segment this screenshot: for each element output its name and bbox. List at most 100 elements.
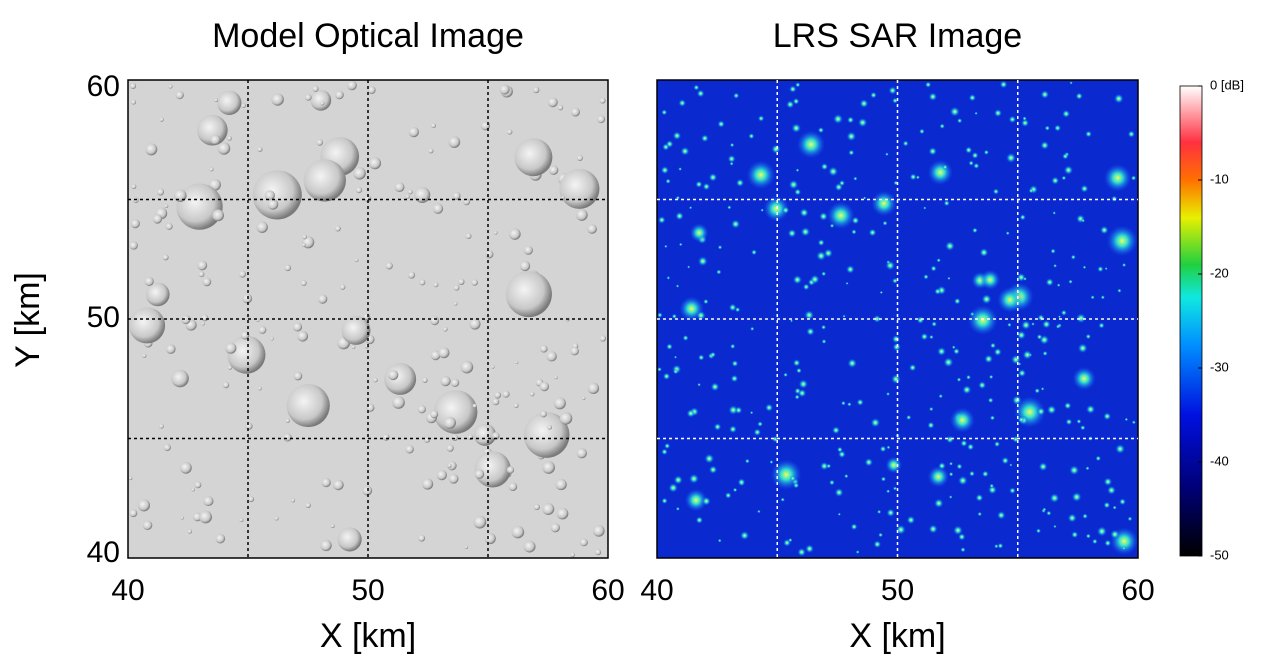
crater-texture (595, 549, 601, 555)
scatter-texture (847, 132, 857, 142)
scatter-texture (984, 355, 993, 364)
scatter-texture (728, 155, 736, 163)
scatter-texture (946, 436, 954, 444)
scatter-texture (972, 152, 979, 159)
crater-texture (305, 503, 310, 508)
crater-texture (131, 184, 136, 189)
scatter-texture (1080, 425, 1085, 430)
crater-texture (461, 361, 474, 374)
crater-texture (559, 169, 599, 209)
scatter-texture (1104, 478, 1112, 486)
scatter-texture (1128, 516, 1133, 521)
crater-texture (418, 535, 425, 542)
scatter-texture (923, 206, 926, 209)
scatter-texture (796, 368, 802, 374)
scatter-texture (1041, 141, 1049, 149)
scatter-texture (966, 375, 971, 380)
crater-texture (225, 343, 236, 354)
scatter-texture (709, 173, 717, 181)
scatter-texture (871, 191, 896, 216)
scatter-texture (702, 497, 711, 506)
scatter-texture (1029, 188, 1034, 193)
crater-texture (163, 254, 169, 260)
crater-texture (408, 272, 415, 279)
crater-texture (168, 85, 172, 89)
scatter-texture (805, 544, 814, 553)
crater-texture (494, 231, 497, 234)
scatter-texture (886, 392, 890, 396)
scatter-texture (666, 343, 673, 350)
scatter-texture (945, 241, 955, 251)
crater-texture (320, 540, 331, 551)
scatter-texture (967, 443, 974, 450)
crater-texture (597, 115, 605, 123)
scatter-texture (687, 409, 695, 417)
scatter-texture (810, 275, 819, 284)
y-tick-label: 60 (87, 70, 120, 103)
crater-texture (240, 518, 244, 522)
scatter-texture (1058, 315, 1061, 318)
scatter-texture (882, 221, 887, 226)
scatter-texture (972, 228, 978, 234)
crater-texture (571, 108, 580, 117)
scatter-texture (796, 168, 800, 172)
scatter-texture (1047, 405, 1056, 414)
scatter-texture (1046, 511, 1051, 516)
crater-texture (142, 354, 146, 358)
scatter-texture (806, 327, 814, 335)
crater-texture (434, 390, 478, 434)
scatter-texture (662, 143, 669, 150)
scatter-texture (663, 373, 670, 380)
scatter-texture (797, 130, 825, 158)
crater-texture (475, 469, 485, 479)
scatter-texture (800, 208, 809, 217)
scatter-texture (1082, 513, 1088, 519)
y-tick-label: 40 (87, 536, 120, 569)
scatter-texture (673, 132, 681, 140)
crater-texture (419, 279, 425, 285)
crater-texture (383, 434, 390, 441)
scatter-texture (793, 359, 800, 366)
scatter-texture (906, 415, 911, 420)
scatter-texture (1111, 196, 1117, 202)
scatter-texture (1042, 507, 1046, 511)
scatter-texture (1009, 487, 1016, 494)
crater-texture (433, 203, 443, 213)
crater-texture (530, 392, 535, 397)
crater-texture (223, 382, 229, 388)
crater-texture (130, 83, 136, 89)
crater-texture (195, 482, 202, 489)
crater-texture (302, 243, 306, 247)
crater-texture (577, 155, 583, 161)
scatter-texture (846, 265, 854, 273)
scatter-texture (1039, 462, 1048, 471)
crater-texture (437, 470, 447, 480)
crater-texture (554, 397, 566, 409)
crater-texture (540, 382, 549, 391)
scatter-texture (1113, 505, 1117, 509)
crater-texture (503, 391, 510, 398)
panel-title: Model Optical Image (212, 17, 524, 55)
crater-texture (301, 280, 307, 286)
scatter-texture (1076, 419, 1081, 424)
scatter-texture (871, 418, 880, 427)
scatter-texture (1012, 395, 1022, 405)
scatter-texture (1009, 463, 1012, 466)
x-tick-label: 60 (1121, 574, 1154, 607)
crater-texture (449, 136, 461, 148)
crater-texture (492, 398, 499, 405)
scatter-texture (989, 375, 993, 379)
scatter-texture (892, 335, 900, 343)
x-tick-label: 50 (351, 574, 384, 607)
scatter-texture (818, 127, 824, 133)
scatter-texture (1100, 226, 1108, 234)
scatter-texture (657, 312, 663, 318)
scatter-texture (960, 547, 965, 552)
scatter-texture (822, 339, 827, 344)
crater-texture (494, 392, 501, 399)
scatter-texture (1119, 498, 1126, 505)
crater-texture (352, 346, 355, 349)
scatter-texture (881, 476, 886, 481)
scatter-texture (1051, 177, 1059, 185)
crater-texture (166, 344, 176, 354)
